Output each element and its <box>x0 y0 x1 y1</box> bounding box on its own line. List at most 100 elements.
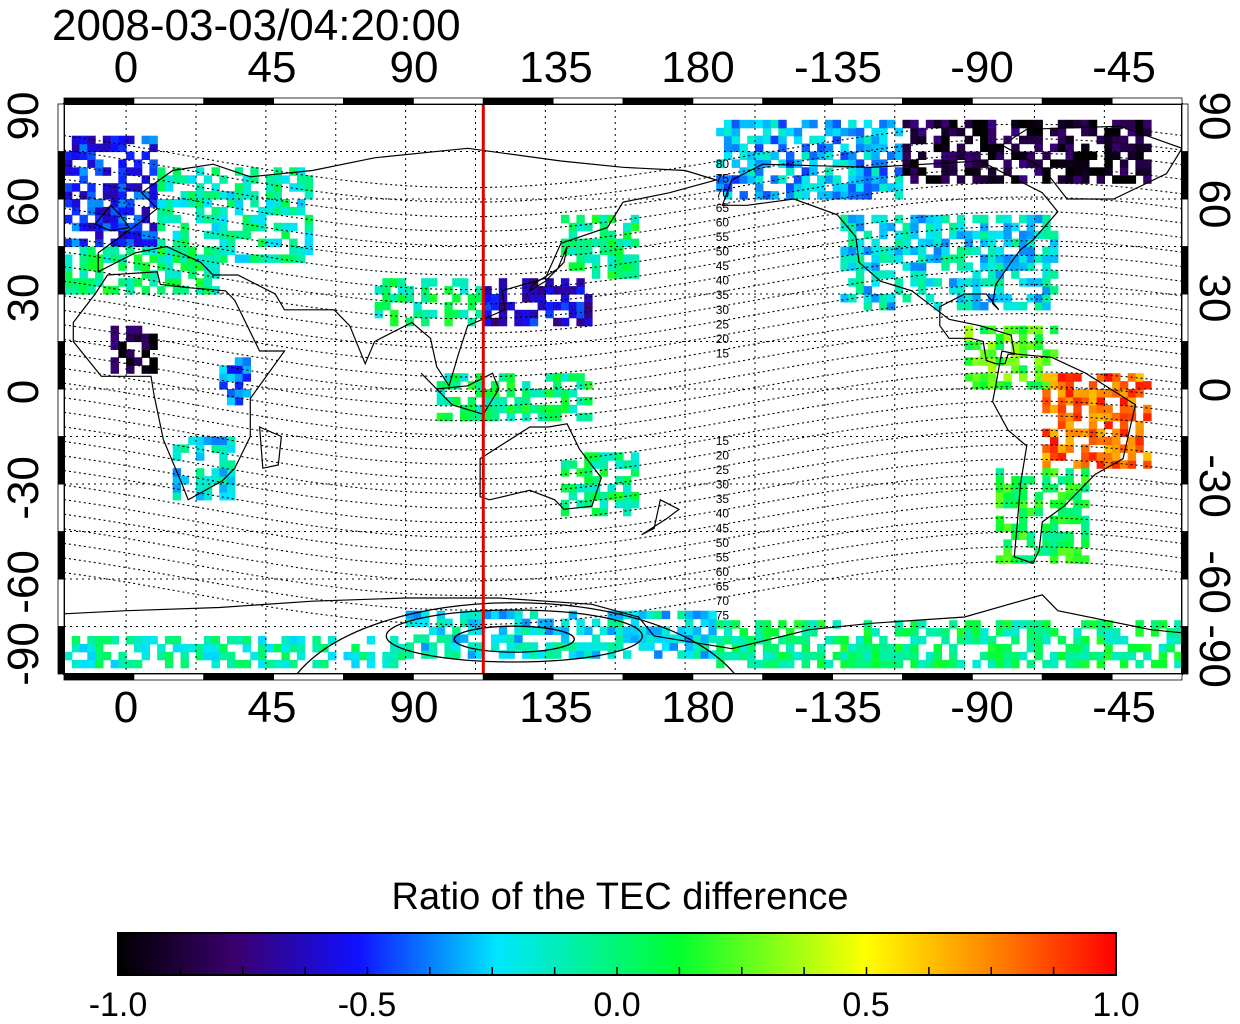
top-tick-label: 45 <box>247 43 297 92</box>
tec-cell <box>925 175 935 184</box>
tec-cell <box>591 507 601 517</box>
tec-cell <box>995 659 1005 669</box>
tec-cell <box>475 650 484 659</box>
tec-cell <box>887 643 896 653</box>
tec-cell <box>723 628 733 637</box>
tec-cell <box>661 642 671 651</box>
tec-cell <box>157 262 166 271</box>
tec-cell <box>638 626 647 635</box>
tec-cell <box>95 636 104 645</box>
tec-cell <box>801 119 810 129</box>
tec-cell <box>840 151 849 160</box>
tec-cell <box>1050 404 1059 414</box>
tec-cell <box>553 412 562 422</box>
tec-cell <box>428 626 438 635</box>
tec-cell <box>452 634 461 643</box>
tec-cell <box>118 659 127 669</box>
tec-cell <box>855 238 865 248</box>
tec-cell <box>623 499 632 509</box>
tec-cell <box>102 636 112 645</box>
tec-cell <box>1057 476 1067 485</box>
tec-cell <box>1127 444 1137 453</box>
tec-cell <box>506 610 515 620</box>
tec-cell <box>1119 412 1129 422</box>
tec-cell <box>196 491 205 501</box>
tec-cell <box>1042 349 1051 358</box>
tec-cell <box>1127 151 1137 160</box>
tec-cell <box>630 634 640 643</box>
tec-cell <box>118 278 127 287</box>
tec-cell <box>1034 373 1043 382</box>
tec-cell <box>987 636 997 645</box>
tec-cell <box>623 476 632 485</box>
tec-cell <box>964 278 973 287</box>
tec-cell <box>646 634 655 643</box>
tec-cell <box>623 460 632 469</box>
tec-cell <box>289 238 298 248</box>
tec-cell <box>126 238 135 248</box>
bottom-tick-label: 90 <box>389 683 439 732</box>
tec-cell <box>452 642 461 651</box>
tec-cell <box>467 618 477 628</box>
tec-cell <box>879 119 888 129</box>
tec-cell <box>522 278 531 287</box>
bottom-tick-label: -135 <box>793 683 883 732</box>
tec-cell <box>126 135 135 145</box>
tec-cell <box>591 254 601 263</box>
tec-cell <box>894 643 904 653</box>
coastline <box>528 246 568 293</box>
tec-cell <box>1042 636 1051 645</box>
tec-cell <box>553 642 562 651</box>
tec-cell <box>545 286 554 295</box>
tec-cell <box>475 309 484 319</box>
tec-cell <box>817 651 826 661</box>
tec-cell <box>1096 167 1105 176</box>
tec-cell <box>987 119 997 129</box>
tec-cell <box>475 404 484 414</box>
tec-cell <box>141 238 150 248</box>
tec-cell <box>1003 254 1012 263</box>
tec-cell <box>529 389 539 398</box>
tec-cell <box>172 444 182 453</box>
tec-cell <box>941 659 950 669</box>
tec-cell <box>382 286 391 295</box>
left-tick-label: -30 <box>0 456 48 520</box>
tec-cell <box>894 278 904 287</box>
tec-cell <box>79 143 88 153</box>
tec-cell <box>576 214 585 224</box>
tec-cell <box>708 634 717 643</box>
tec-cell <box>374 309 383 319</box>
tec-cell <box>219 651 228 661</box>
tec-cell <box>848 175 857 184</box>
tec-cell <box>545 642 554 651</box>
tec-cell <box>258 651 267 661</box>
tec-cell <box>219 246 228 255</box>
tec-cell <box>242 373 251 382</box>
tec-cell <box>762 620 772 629</box>
tec-cell <box>894 230 904 240</box>
contour-label: 75 <box>716 172 730 186</box>
tec-cell <box>1119 143 1129 153</box>
tec-cell <box>242 659 251 669</box>
tec-cell <box>1042 468 1051 477</box>
tec-cell <box>1019 507 1028 517</box>
tec-cell <box>1096 404 1105 414</box>
tec-cell <box>1042 547 1051 556</box>
tec-cell <box>739 636 748 645</box>
tec-cell <box>1050 499 1059 509</box>
tec-cell <box>79 238 88 248</box>
tec-cell <box>71 278 81 287</box>
tec-cell <box>1026 238 1036 248</box>
tec-cell <box>553 650 562 659</box>
tec-cell <box>1019 262 1028 271</box>
tec-cell <box>227 230 236 240</box>
tec-cell <box>1011 491 1020 501</box>
tec-cell <box>289 206 298 216</box>
tec-cell <box>731 159 741 168</box>
tec-cell <box>739 191 748 200</box>
tec-cell <box>265 206 275 216</box>
tec-cell <box>87 246 96 255</box>
tec-cell <box>110 214 119 224</box>
tec-cell <box>615 618 624 628</box>
tec-cell <box>483 404 492 414</box>
